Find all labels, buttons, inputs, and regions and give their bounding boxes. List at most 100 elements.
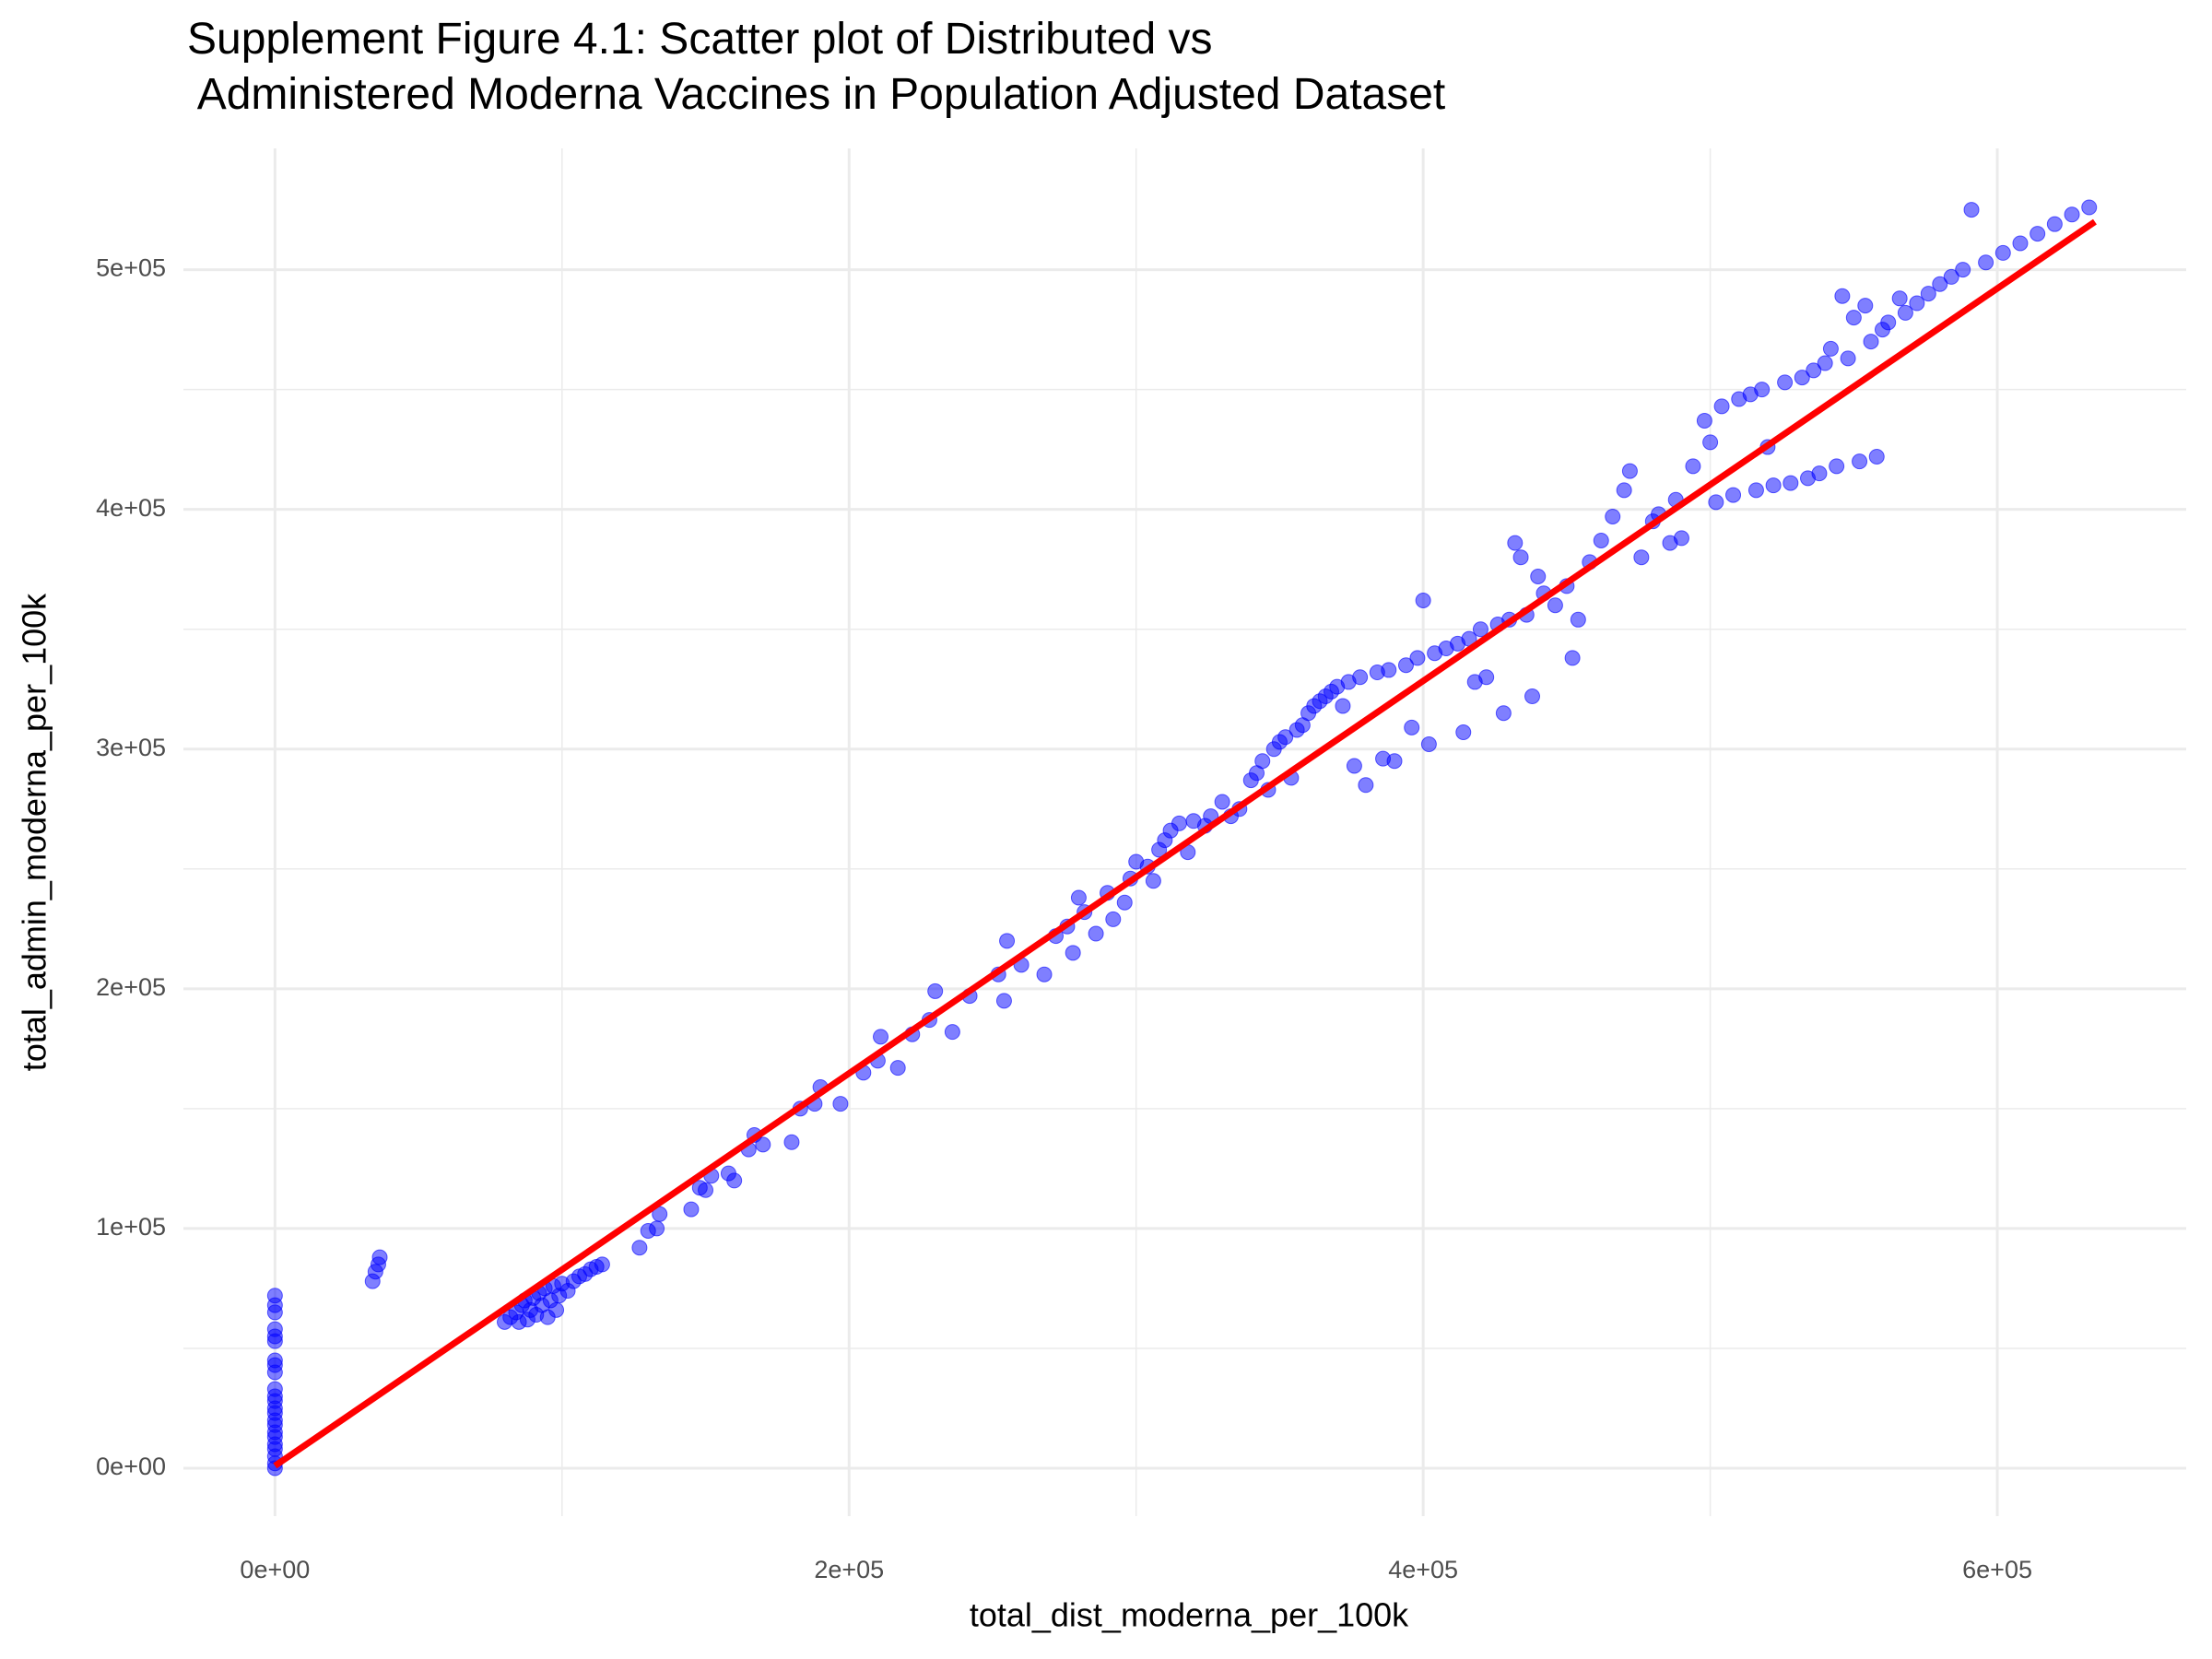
point <box>2046 216 2063 232</box>
point <box>927 982 944 999</box>
point <box>944 1024 960 1041</box>
point <box>1530 568 1547 584</box>
point <box>2064 206 2080 223</box>
y-tick-label: 3e+05 <box>96 734 166 761</box>
point <box>1088 925 1104 942</box>
y-tick-label: 0e+00 <box>96 1453 166 1480</box>
point <box>631 1240 648 1256</box>
x-tick-label: 2e+05 <box>814 1556 884 1583</box>
point <box>1605 508 1621 524</box>
point <box>1512 549 1529 566</box>
point <box>1105 911 1122 927</box>
point <box>1633 549 1650 566</box>
point <box>1381 662 1397 678</box>
point <box>1829 458 1845 475</box>
point <box>999 933 1016 949</box>
point <box>1811 465 1828 482</box>
x-axis-title: total_dist_moderna_per_100k <box>970 1596 1409 1634</box>
point <box>1765 477 1782 494</box>
point <box>1880 314 1897 331</box>
point <box>1857 298 1874 314</box>
y-axis-title: total_admin_moderna_per_100k <box>16 593 53 1071</box>
point <box>1621 463 1638 479</box>
point <box>755 1136 771 1153</box>
point <box>1725 487 1742 503</box>
point <box>1524 688 1541 705</box>
point <box>1834 288 1851 304</box>
point <box>1673 530 1689 547</box>
point <box>1845 310 1862 326</box>
point <box>1868 448 1885 465</box>
point <box>1777 374 1794 391</box>
point <box>1852 453 1868 470</box>
point <box>1116 894 1133 911</box>
y-tick-label: 1e+05 <box>96 1213 166 1241</box>
point <box>1455 724 1472 741</box>
point <box>683 1201 700 1218</box>
point <box>1897 304 1913 321</box>
point <box>1547 597 1563 614</box>
point <box>1783 475 1799 491</box>
point <box>1863 334 1879 350</box>
point <box>1806 362 1822 379</box>
x-tick-label: 0e+00 <box>240 1556 310 1583</box>
point <box>1420 736 1437 753</box>
point <box>594 1256 610 1273</box>
point <box>1495 705 1512 722</box>
point <box>266 1321 283 1337</box>
point <box>1277 729 1294 746</box>
point <box>1254 753 1271 770</box>
point <box>1932 276 1948 292</box>
point <box>1616 482 1632 499</box>
point <box>1909 295 1925 312</box>
x-tick-label: 6e+05 <box>1962 1556 2032 1583</box>
point <box>1478 669 1495 686</box>
point <box>1335 698 1351 714</box>
point <box>1840 350 1856 367</box>
point <box>548 1301 565 1318</box>
point <box>1070 889 1087 906</box>
point <box>1794 370 1810 386</box>
point <box>1386 753 1403 770</box>
point <box>1754 382 1771 398</box>
point <box>1214 794 1230 810</box>
point <box>2030 226 2046 242</box>
point <box>1036 966 1053 982</box>
point <box>1397 657 1414 674</box>
point <box>1409 650 1426 666</box>
point <box>832 1096 849 1112</box>
point <box>1713 398 1730 415</box>
point <box>2081 199 2098 216</box>
chart-title: Supplement Figure 4.1: Scatter plot of D… <box>187 15 1213 64</box>
point <box>1822 340 1839 357</box>
point <box>1747 482 1764 499</box>
fit-line <box>273 218 2097 1469</box>
point <box>1978 254 1994 271</box>
y-tick-label: 4e+05 <box>96 494 166 522</box>
point <box>1472 621 1488 638</box>
y-tick-label: 5e+05 <box>96 254 166 282</box>
point <box>1593 532 1609 548</box>
point <box>726 1172 743 1189</box>
point <box>1702 434 1719 451</box>
point <box>1358 777 1374 794</box>
point <box>1943 268 1959 285</box>
point <box>649 1220 665 1237</box>
point <box>1963 202 1980 218</box>
point <box>2012 235 2029 252</box>
y-tick-label: 2e+05 <box>96 973 166 1001</box>
point <box>1352 669 1369 686</box>
point <box>1564 650 1581 666</box>
point <box>1685 458 1701 475</box>
point <box>1708 494 1724 511</box>
point <box>873 1029 889 1045</box>
point <box>698 1182 714 1198</box>
point <box>995 993 1012 1009</box>
point <box>1404 719 1420 735</box>
point <box>1145 873 1161 889</box>
point <box>266 1288 283 1304</box>
point <box>1507 535 1524 551</box>
point <box>1570 611 1586 628</box>
chart-title-line2: Administered Moderna Vaccines in Populat… <box>187 70 1445 119</box>
